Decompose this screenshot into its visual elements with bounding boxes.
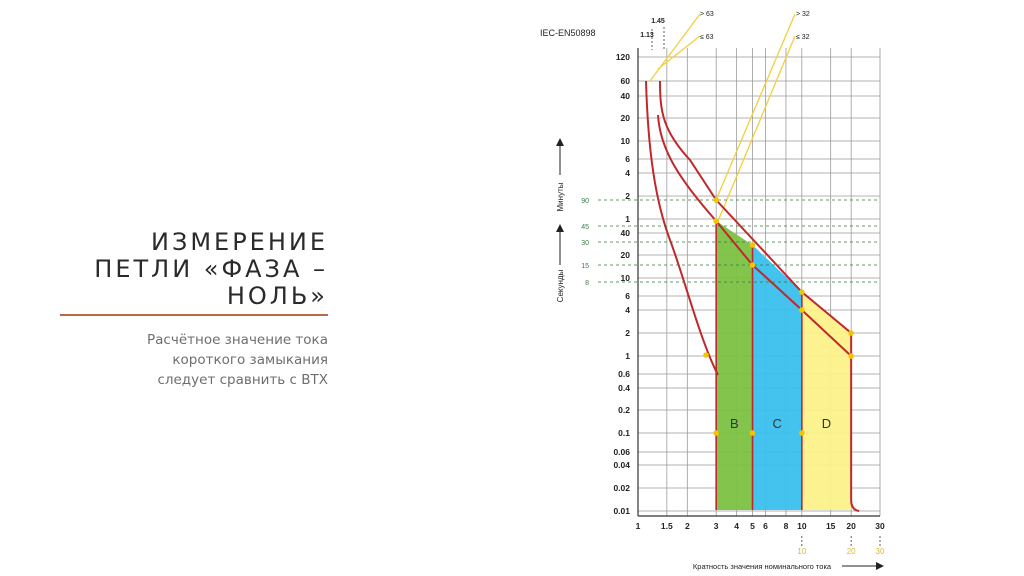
guide-line xyxy=(657,35,701,70)
y-minutes-tick-label: 60 xyxy=(621,76,631,86)
x-extra-label: 30 xyxy=(876,547,885,556)
intersection-dot xyxy=(848,353,854,359)
zone-c-area xyxy=(752,245,802,510)
y-seconds-tick-label: 40 xyxy=(621,228,631,238)
x-tick-label: 20 xyxy=(846,521,856,531)
x-extra-label: 20 xyxy=(847,547,856,556)
x-tick-label: 5 xyxy=(750,521,755,531)
y-seconds-tick-label: 6 xyxy=(625,291,630,301)
slide-title-line-3: НОЛЬ» xyxy=(226,282,328,310)
y-seconds-tick-label: 4 xyxy=(625,305,630,315)
y-seconds-tick-label: 0.6 xyxy=(618,369,630,379)
y-minutes-tick-label: 6 xyxy=(625,154,630,164)
guide-line xyxy=(715,35,796,227)
y-seconds-tick-label: 0.1 xyxy=(618,428,630,438)
top-label-gt63: > 63 xyxy=(700,11,714,18)
guide-line xyxy=(649,13,701,82)
thermal-curve-lower xyxy=(645,80,719,376)
y-minutes-tick-label: 120 xyxy=(616,52,630,62)
zone-b-label: B xyxy=(730,416,739,431)
y-minutes-tick-label: 10 xyxy=(621,136,631,146)
y-seconds-axis-label: Секунды xyxy=(556,269,565,302)
tripping-curve-middle xyxy=(657,114,852,357)
y-seconds-tick-label: 0.06 xyxy=(613,447,630,457)
slide-title-line-1: ИЗМЕРЕНИЕ xyxy=(150,228,328,256)
y-minutes-tick-label: 40 xyxy=(621,91,631,101)
x-axis-label: Кратность значения номинального тока xyxy=(693,562,832,571)
y-minutes-arrowhead xyxy=(556,138,564,146)
slide-title-line-2: ПЕТЛИ «ФАЗА – xyxy=(94,255,328,283)
zone-c-label: C xyxy=(772,416,781,431)
y-seconds-tick-label: 1 xyxy=(625,351,630,361)
x-extra-label: 10 xyxy=(797,547,806,556)
intersection-dot xyxy=(713,218,719,224)
x-tick-label: 1 xyxy=(636,521,641,531)
y-reference-mark: 8 xyxy=(585,280,589,287)
intersection-dot xyxy=(799,289,805,295)
top-label-113: 1.13 xyxy=(640,32,654,39)
intersection-dot xyxy=(799,307,805,313)
x-tick-label: 30 xyxy=(875,521,885,531)
intersection-dot xyxy=(713,430,719,436)
y-seconds-tick-label: 10 xyxy=(621,273,631,283)
top-label-145: 1.45 xyxy=(651,18,665,25)
y-seconds-arrowhead xyxy=(556,224,564,232)
guide-line xyxy=(715,13,796,201)
y-seconds-tick-label: 0.02 xyxy=(613,483,630,493)
y-minutes-tick-label: 20 xyxy=(621,113,631,123)
zone-d-area xyxy=(801,292,852,510)
top-label-le63: ≤ 63 xyxy=(700,34,714,41)
y-minutes-tick-label: 4 xyxy=(625,168,630,178)
x-tick-label: 6 xyxy=(763,521,768,531)
intersection-dot xyxy=(799,430,805,436)
intersection-dot xyxy=(713,197,719,203)
title-divider xyxy=(60,314,328,316)
intersection-dot xyxy=(749,430,756,436)
intersection-dot xyxy=(749,242,756,248)
y-seconds-tick-label: 20 xyxy=(621,250,631,260)
slide-subtitle-line-1: Расчётное значение тока xyxy=(147,332,328,348)
x-tick-label: 1.5 xyxy=(661,521,673,531)
x-tick-label: 2 xyxy=(685,521,690,531)
x-axis-arrowhead xyxy=(876,562,884,570)
top-label-le32: ≤ 32 xyxy=(796,34,810,41)
y-minutes-axis-label: Минуты xyxy=(556,182,565,211)
y-reference-mark: 30 xyxy=(581,240,589,247)
intersection-dot xyxy=(848,330,854,336)
slide-subtitle-line-2: короткого замыкания xyxy=(172,352,328,368)
y-seconds-tick-label: 0.4 xyxy=(618,383,630,393)
y-seconds-tick-label: 0.2 xyxy=(618,405,630,415)
zone-d-label: D xyxy=(822,416,831,431)
x-tick-label: 15 xyxy=(826,521,836,531)
slide-subtitle-line-3: следует сравнить с ВТХ xyxy=(157,372,328,388)
x-tick-label: 8 xyxy=(784,521,789,531)
y-minutes-tick-label: 2 xyxy=(625,191,630,201)
y-reference-mark: 15 xyxy=(581,263,589,270)
intersection-dot xyxy=(749,262,756,268)
y-reference-mark: 90 xyxy=(581,198,589,205)
y-seconds-tick-label: 0.01 xyxy=(613,506,630,516)
top-label-gt32: > 32 xyxy=(796,11,810,18)
y-seconds-tick-label: 2 xyxy=(625,328,630,338)
slide-title: ИЗМЕРЕНИЕ ПЕТЛИ «ФАЗА – НОЛЬ» xyxy=(60,229,328,310)
x-tick-label: 3 xyxy=(714,521,719,531)
y-minutes-tick-label: 1 xyxy=(625,214,630,224)
intersection-dot xyxy=(703,352,709,358)
y-reference-mark: 45 xyxy=(581,224,589,231)
slide-subtitle: Расчётное значение тока короткого замыка… xyxy=(60,330,328,390)
x-tick-label: 10 xyxy=(797,521,807,531)
standard-label: IEC-EN50898 xyxy=(540,28,596,38)
y-seconds-tick-label: 0.04 xyxy=(613,460,630,470)
x-tick-label: 4 xyxy=(734,521,739,531)
zone-b-area xyxy=(716,221,753,510)
